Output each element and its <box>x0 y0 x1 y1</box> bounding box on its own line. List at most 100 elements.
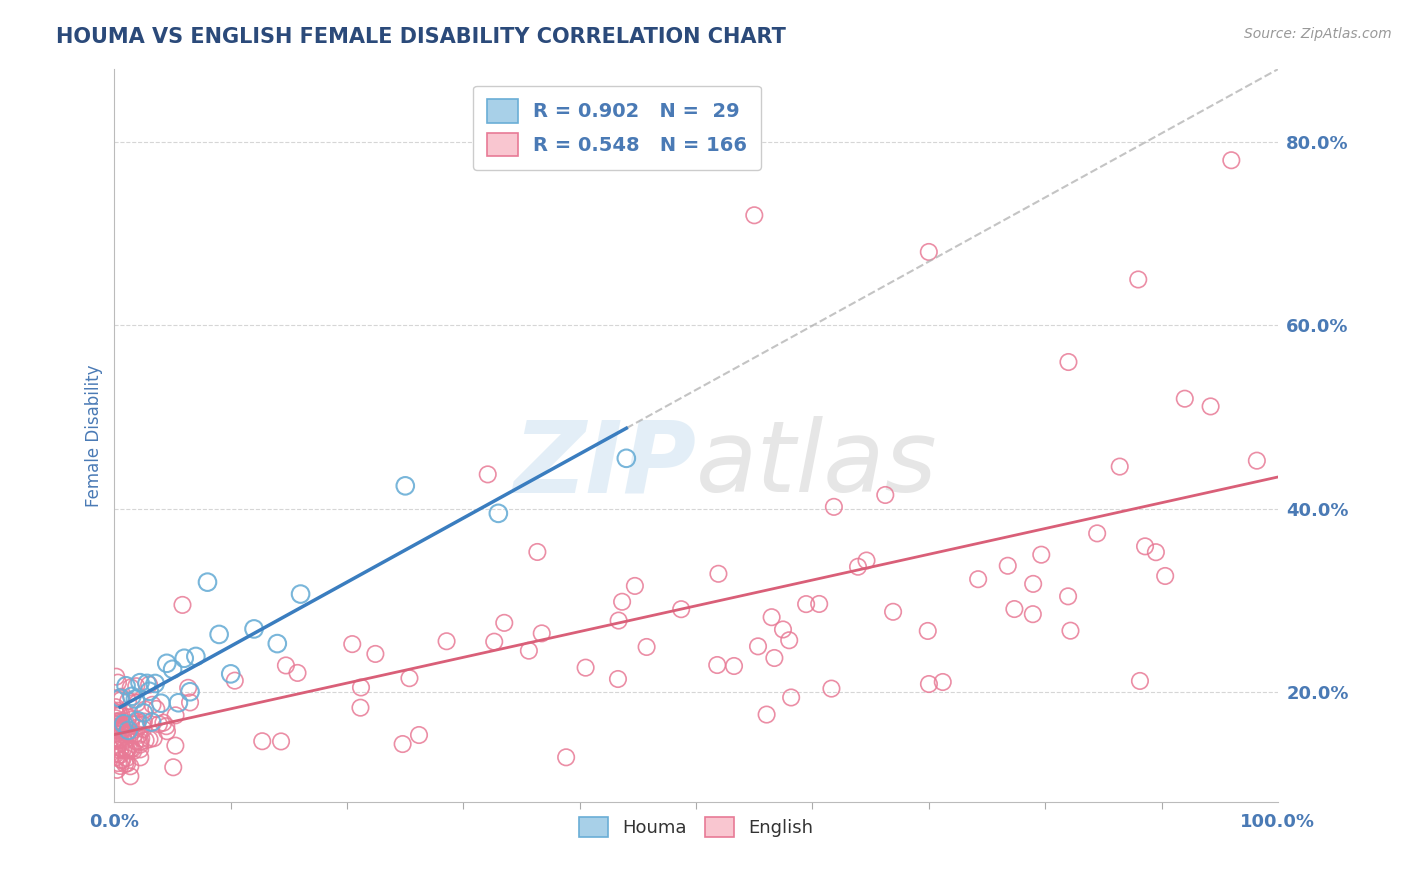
Point <box>104 720 127 734</box>
Point <box>820 681 842 696</box>
Point <box>115 756 138 771</box>
Point <box>104 717 127 731</box>
Point <box>742 208 765 222</box>
Point <box>125 734 148 748</box>
Point <box>105 707 128 722</box>
Point <box>997 558 1019 573</box>
Point <box>104 714 127 729</box>
Point <box>1022 607 1045 622</box>
Text: ZIP: ZIP <box>513 417 696 513</box>
Point <box>124 692 146 706</box>
Point <box>1022 577 1045 591</box>
Point <box>266 637 288 651</box>
Point <box>1199 400 1222 414</box>
Point <box>107 714 129 729</box>
Point <box>117 711 139 725</box>
Point <box>197 575 219 590</box>
Point <box>364 647 387 661</box>
Point <box>111 753 134 767</box>
Point <box>129 731 152 746</box>
Point <box>141 715 163 730</box>
Point <box>162 662 184 676</box>
Point <box>243 622 266 636</box>
Point <box>156 657 179 671</box>
Point <box>107 704 129 718</box>
Point <box>669 602 692 616</box>
Point <box>104 692 127 706</box>
Point <box>110 747 132 762</box>
Point <box>162 760 184 774</box>
Legend: Houma, English: Houma, English <box>572 809 821 845</box>
Point <box>1031 548 1053 562</box>
Point <box>105 727 128 741</box>
Point <box>156 724 179 739</box>
Point <box>1057 590 1080 604</box>
Point <box>486 507 509 521</box>
Point <box>104 706 127 720</box>
Point <box>179 685 201 699</box>
Point <box>111 718 134 732</box>
Point <box>125 717 148 731</box>
Point <box>111 723 134 737</box>
Point <box>110 691 132 706</box>
Point <box>165 708 187 723</box>
Point <box>138 732 160 747</box>
Point <box>173 651 195 665</box>
Point <box>132 706 155 720</box>
Point <box>636 640 658 654</box>
Point <box>110 724 132 739</box>
Point <box>823 500 845 514</box>
Point <box>167 696 190 710</box>
Point <box>152 715 174 730</box>
Point <box>846 559 869 574</box>
Point <box>120 716 142 731</box>
Point <box>747 640 769 654</box>
Point <box>112 717 135 731</box>
Point <box>111 731 134 745</box>
Point <box>208 627 231 641</box>
Point <box>105 742 128 756</box>
Point <box>108 720 131 734</box>
Point <box>610 595 633 609</box>
Point <box>136 676 159 690</box>
Point <box>882 605 904 619</box>
Point <box>108 707 131 722</box>
Point <box>115 679 138 693</box>
Point <box>127 696 149 710</box>
Point <box>1246 453 1268 467</box>
Point <box>1085 526 1108 541</box>
Point <box>517 643 540 657</box>
Text: HOUMA VS ENGLISH FEMALE DISABILITY CORRELATION CHART: HOUMA VS ENGLISH FEMALE DISABILITY CORRE… <box>56 27 786 46</box>
Point <box>761 610 783 624</box>
Point <box>107 722 129 736</box>
Point <box>145 702 167 716</box>
Point <box>107 733 129 747</box>
Point <box>778 633 800 648</box>
Point <box>104 720 127 734</box>
Point <box>155 719 177 733</box>
Point <box>252 734 274 748</box>
Point <box>555 750 578 764</box>
Point <box>1059 624 1081 638</box>
Point <box>125 679 148 693</box>
Point <box>129 675 152 690</box>
Point <box>141 698 163 712</box>
Point <box>135 733 157 747</box>
Point <box>1174 392 1197 406</box>
Point <box>855 553 877 567</box>
Point <box>755 707 778 722</box>
Point <box>1220 153 1243 168</box>
Point <box>104 721 127 735</box>
Point <box>723 659 745 673</box>
Point <box>112 716 135 731</box>
Point <box>1057 355 1080 369</box>
Point <box>115 751 138 765</box>
Point <box>118 741 141 756</box>
Point <box>122 744 145 758</box>
Point <box>918 677 941 691</box>
Point <box>110 693 132 707</box>
Point <box>290 587 312 601</box>
Point <box>875 488 897 502</box>
Point <box>436 634 458 648</box>
Point <box>105 763 128 777</box>
